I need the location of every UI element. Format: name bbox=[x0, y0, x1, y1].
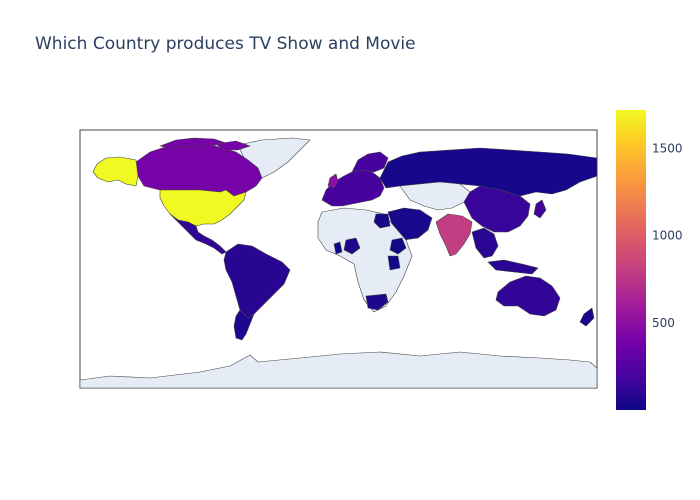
region-antarctica[interactable] bbox=[80, 351, 597, 388]
region-ethiopia[interactable] bbox=[389, 237, 407, 255]
colorbar: 500 1000 1500 bbox=[616, 110, 683, 410]
region-egypt[interactable] bbox=[373, 213, 391, 229]
region-mexico[interactable] bbox=[169, 213, 227, 255]
region-nigeria[interactable] bbox=[343, 237, 361, 255]
region-new-zealand[interactable] bbox=[579, 307, 595, 327]
region-south-africa[interactable] bbox=[365, 293, 389, 311]
chart-title: Which Country produces TV Show and Movie bbox=[35, 34, 416, 54]
colorbar-gradient bbox=[616, 110, 646, 410]
region-southeast-asia[interactable] bbox=[487, 259, 539, 275]
region-ghana[interactable] bbox=[333, 241, 343, 255]
region-southeast-asia[interactable] bbox=[471, 227, 499, 259]
region-japan[interactable] bbox=[533, 199, 547, 219]
region-south-america[interactable] bbox=[223, 243, 291, 319]
colorbar-tick-label: 1000 bbox=[652, 229, 683, 243]
region-alaska[interactable] bbox=[92, 156, 139, 187]
colorbar-tick-label: 1500 bbox=[652, 141, 683, 155]
region-argentina[interactable] bbox=[233, 309, 255, 341]
region-united-kingdom[interactable] bbox=[327, 173, 339, 189]
region-india[interactable] bbox=[435, 213, 473, 257]
region-canada[interactable] bbox=[215, 140, 251, 151]
region-europe[interactable] bbox=[321, 169, 385, 207]
colorbar-tick-label: 500 bbox=[652, 316, 675, 330]
region-kenya[interactable] bbox=[387, 255, 401, 271]
region-europe[interactable] bbox=[351, 151, 389, 173]
region-australia[interactable] bbox=[495, 275, 561, 317]
region-china[interactable] bbox=[463, 185, 531, 233]
